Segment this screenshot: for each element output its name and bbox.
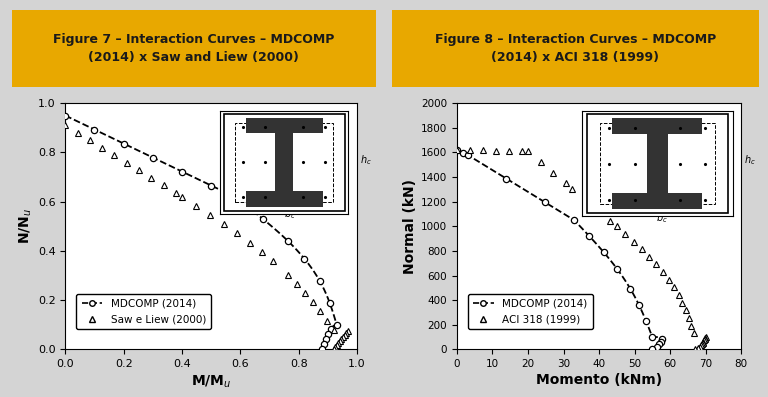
Text: $h_c$: $h_c$ <box>360 153 372 167</box>
Y-axis label: N/N$_u$: N/N$_u$ <box>17 208 34 245</box>
Legend: MDCOMP (2014), ACI 318 (1999): MDCOMP (2014), ACI 318 (1999) <box>468 294 593 330</box>
X-axis label: M/M$_u$: M/M$_u$ <box>191 373 231 389</box>
Text: Figure 7 – Interaction Curves – MDCOMP
(2014) x Saw and Liew (2000): Figure 7 – Interaction Curves – MDCOMP (… <box>53 33 335 64</box>
Legend: MDCOMP (2014), Saw e Liew (2000): MDCOMP (2014), Saw e Liew (2000) <box>76 294 211 330</box>
X-axis label: Momento (kNm): Momento (kNm) <box>536 373 662 387</box>
Text: $b_c$: $b_c$ <box>656 211 667 225</box>
Text: $b_c$: $b_c$ <box>284 208 296 222</box>
Text: Figure 8 – Interaction Curves – MDCOMP
(2014) x ACI 318 (1999): Figure 8 – Interaction Curves – MDCOMP (… <box>435 33 716 64</box>
Y-axis label: Normal (kN): Normal (kN) <box>403 179 417 274</box>
Text: $h_c$: $h_c$ <box>744 153 756 167</box>
